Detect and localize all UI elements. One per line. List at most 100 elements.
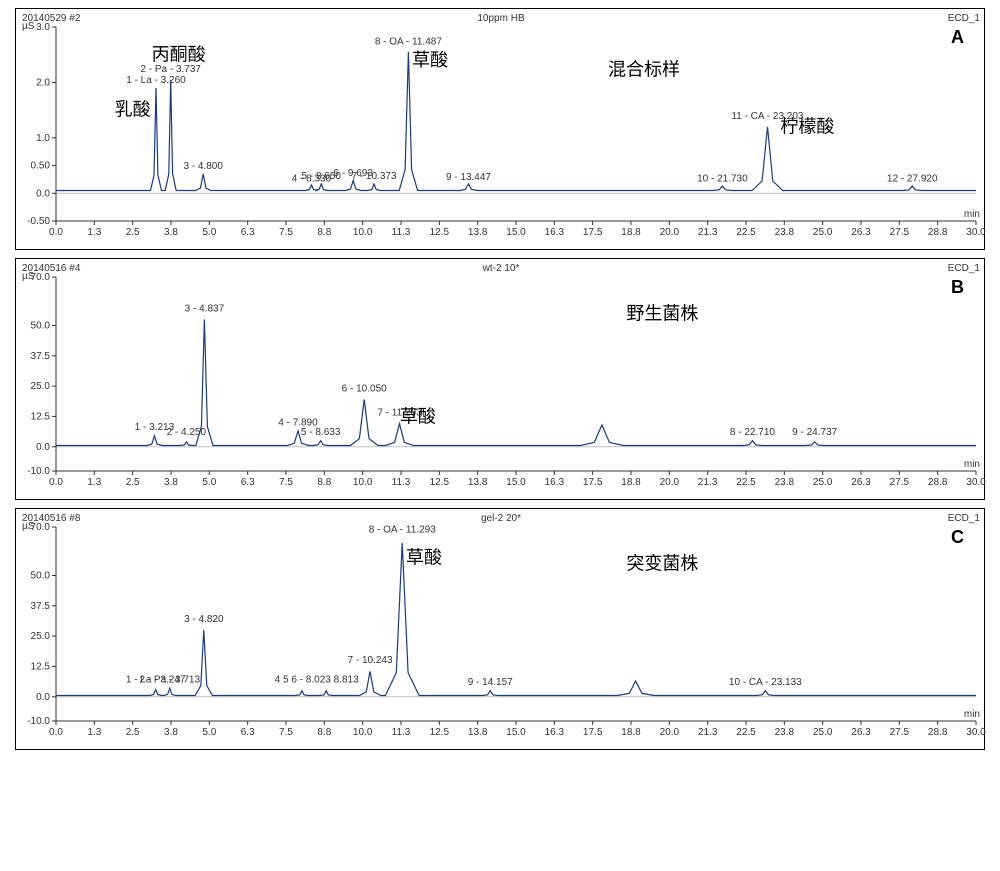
svg-text:12.5: 12.5 (430, 477, 450, 488)
peak-label: 10 - 21.730 (697, 173, 748, 184)
svg-text:10.0: 10.0 (353, 477, 373, 488)
svg-text:2.5: 2.5 (126, 477, 140, 488)
svg-text:-0.50: -0.50 (27, 216, 50, 227)
peak-label: 12 - 27.920 (887, 173, 938, 184)
svg-text:26.3: 26.3 (851, 727, 871, 738)
svg-text:27.5: 27.5 (890, 227, 910, 238)
svg-text:12.5: 12.5 (430, 727, 450, 738)
peak-label: 9 - 14.157 (468, 677, 513, 688)
svg-text:16.3: 16.3 (545, 227, 565, 238)
svg-text:12.5: 12.5 (31, 661, 51, 672)
x-unit: min (964, 709, 980, 720)
svg-text:6.3: 6.3 (241, 727, 255, 738)
svg-text:16.3: 16.3 (545, 727, 565, 738)
peak-label: 4 5 6 - 8.023 8.813 (275, 675, 359, 686)
peak-label: 3 - 4.837 (185, 303, 225, 314)
svg-text:-10.0: -10.0 (27, 466, 50, 477)
svg-text:11.3: 11.3 (392, 227, 411, 238)
panel-letter: A (951, 27, 964, 47)
svg-text:25.0: 25.0 (813, 477, 833, 488)
svg-text:12.5: 12.5 (31, 411, 51, 422)
svg-text:8.8: 8.8 (317, 727, 331, 738)
svg-text:8.8: 8.8 (317, 227, 331, 238)
svg-text:17.5: 17.5 (583, 477, 603, 488)
svg-text:2.5: 2.5 (126, 227, 140, 238)
svg-text:0.0: 0.0 (36, 188, 50, 199)
svg-text:2.0: 2.0 (36, 77, 50, 88)
svg-text:23.8: 23.8 (775, 727, 795, 738)
svg-text:6.3: 6.3 (241, 477, 255, 488)
svg-text:22.5: 22.5 (736, 227, 756, 238)
svg-text:1.3: 1.3 (87, 477, 101, 488)
peak-label: 9 - 24.737 (792, 427, 837, 438)
svg-text:0.0: 0.0 (36, 442, 50, 453)
svg-text:20.0: 20.0 (660, 727, 680, 738)
svg-text:23.8: 23.8 (775, 477, 795, 488)
svg-text:25.0: 25.0 (31, 631, 51, 642)
svg-text:50.0: 50.0 (31, 321, 51, 332)
svg-text:27.5: 27.5 (890, 727, 910, 738)
svg-text:21.3: 21.3 (698, 727, 718, 738)
svg-text:25.0: 25.0 (31, 381, 51, 392)
svg-text:-10.0: -10.0 (27, 716, 50, 727)
header-right: ECD_1 (948, 263, 981, 274)
header-center: gel-2 20* (481, 513, 521, 524)
svg-text:5.0: 5.0 (202, 727, 216, 738)
svg-text:1.3: 1.3 (87, 227, 101, 238)
svg-text:0.0: 0.0 (49, 727, 63, 738)
svg-text:22.5: 22.5 (736, 727, 756, 738)
svg-text:0.50: 0.50 (31, 161, 51, 172)
peak-label: 8 - OA - 11.293 (369, 524, 437, 535)
panel-letter: B (951, 277, 964, 297)
svg-text:21.3: 21.3 (698, 477, 718, 488)
svg-text:0.0: 0.0 (49, 477, 63, 488)
peak-label: 9 - 13.447 (446, 172, 491, 183)
svg-text:11.3: 11.3 (392, 477, 411, 488)
svg-text:26.3: 26.3 (851, 477, 871, 488)
x-unit: min (964, 459, 980, 470)
svg-text:7.5: 7.5 (279, 727, 293, 738)
svg-text:3.8: 3.8 (164, 227, 178, 238)
svg-text:18.8: 18.8 (621, 477, 641, 488)
peak-label: 2 - Pa - 3.737 (140, 64, 201, 75)
peak-label: 8 - 22.710 (730, 427, 775, 438)
peak-label: 3 - 4.820 (184, 614, 224, 625)
svg-text:30.0: 30.0 (966, 227, 986, 238)
svg-text:27.5: 27.5 (890, 477, 910, 488)
svg-text:6.3: 6.3 (241, 227, 255, 238)
svg-text:2.5: 2.5 (126, 727, 140, 738)
chromatogram-svg: 20140516 #4 wt-2 10* ECD_1 B µS min 0.01… (16, 259, 986, 499)
svg-text:21.3: 21.3 (698, 227, 718, 238)
annotation-cjk: 草酸 (400, 407, 436, 427)
svg-text:3.8: 3.8 (164, 727, 178, 738)
svg-text:70.0: 70.0 (31, 272, 51, 283)
peak-label: 1 - La - 3.260 (126, 75, 186, 86)
svg-text:3.0: 3.0 (36, 22, 50, 33)
svg-text:10.0: 10.0 (353, 227, 373, 238)
svg-text:37.5: 37.5 (31, 601, 51, 612)
peak-label: 2 - 4.250 (167, 427, 207, 438)
svg-text:30.0: 30.0 (966, 727, 986, 738)
svg-text:37.5: 37.5 (31, 351, 51, 362)
chromatogram-panel-B: 20140516 #4 wt-2 10* ECD_1 B µS min 0.01… (15, 258, 985, 500)
panel-title-cjk: 野生菌株 (626, 304, 698, 324)
svg-text:28.8: 28.8 (928, 227, 948, 238)
peak-label: 10 - CA - 23.133 (729, 677, 802, 688)
svg-text:22.5: 22.5 (736, 477, 756, 488)
svg-text:13.8: 13.8 (468, 227, 488, 238)
svg-text:5.0: 5.0 (202, 227, 216, 238)
svg-text:28.8: 28.8 (928, 727, 948, 738)
annotation-cjk: 乳酸 (115, 100, 151, 120)
chromatogram-svg: 20140516 #8 gel-2 20* ECD_1 C µS min 0.0… (16, 509, 986, 749)
svg-text:17.5: 17.5 (583, 727, 603, 738)
header-center: wt-2 10* (482, 263, 520, 274)
svg-text:25.0: 25.0 (813, 227, 833, 238)
chromatogram-panel-A: 20140529 #2 10ppm HB ECD_1 A µS min 0.01… (15, 8, 985, 250)
svg-text:50.0: 50.0 (31, 571, 51, 582)
peak-label: 8 - OA - 11.487 (375, 36, 443, 47)
svg-text:12.5: 12.5 (430, 227, 450, 238)
svg-text:15.0: 15.0 (506, 727, 526, 738)
svg-text:25.0: 25.0 (813, 727, 833, 738)
svg-text:0.0: 0.0 (36, 692, 50, 703)
svg-text:13.8: 13.8 (468, 477, 488, 488)
